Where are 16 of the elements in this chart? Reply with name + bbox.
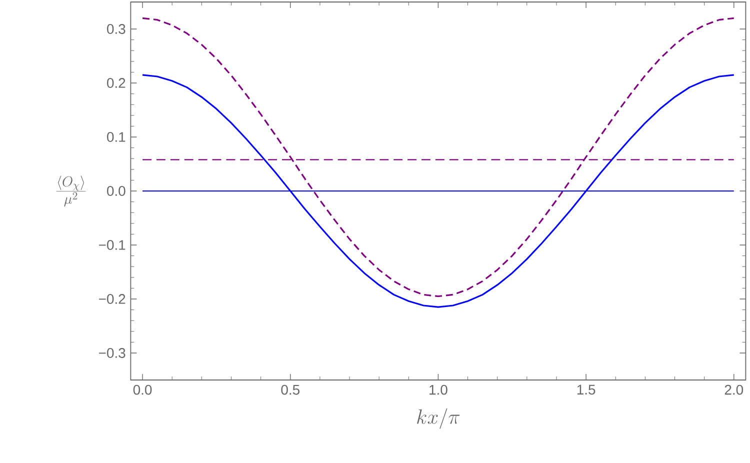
x-tick-label: 0.0 (133, 384, 152, 395)
x-tick-label: 2.0 (724, 384, 744, 395)
x-axis-title: $kx/\pi$ (417, 408, 460, 429)
x-tick-label: 0.5 (281, 384, 300, 395)
x-tick-label: 1.0 (430, 384, 448, 395)
y-tick-label: −0.1 (99, 240, 126, 250)
y-tick-label: −0.2 (99, 294, 126, 304)
y-tick-label: 0.0 (107, 186, 126, 196)
y-axis-title: $\frac{\langle O_\chi \rangle}{\mu^2}$ (56, 176, 86, 207)
y-tick-label: 0.1 (107, 132, 126, 142)
line-series (142, 74, 735, 308)
y-tick-label: 0.2 (107, 78, 126, 88)
x-tick-label: 1.5 (577, 384, 596, 395)
y-tick-label: 0.3 (107, 24, 126, 34)
line-series (142, 17, 735, 298)
y-tick-label: −0.3 (99, 348, 126, 358)
